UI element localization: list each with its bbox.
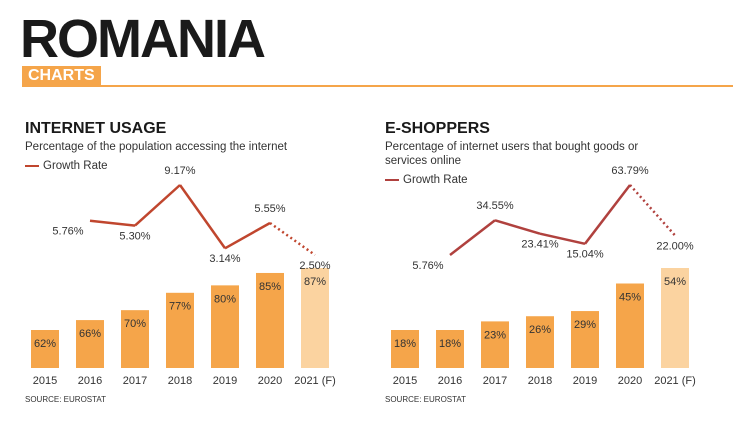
rule [22, 85, 733, 87]
growth-label: 3.14% [209, 253, 240, 265]
legend: Growth Rate [385, 174, 650, 186]
bar [166, 292, 194, 368]
growth-label: 34.55% [476, 200, 514, 212]
bar-value-label: 29% [574, 319, 596, 331]
legend-label: Growth Rate [43, 160, 108, 172]
x-tick-label: 2015 [33, 375, 57, 387]
growth-segment [539, 232, 586, 246]
legend-label: Growth Rate [403, 174, 468, 186]
growth-segment [449, 219, 496, 256]
x-tick-label: 2021 (F) [294, 375, 336, 387]
x-tick-label: 2019 [573, 375, 597, 387]
bar-value-label: 26% [529, 324, 551, 336]
bar-value-label: 23% [484, 329, 506, 341]
x-tick-label: 2021 (F) [654, 375, 696, 387]
x-tick-label: 2016 [438, 375, 462, 387]
bar-value-label: 62% [34, 338, 56, 350]
bar [481, 321, 509, 368]
x-tick-label: 2020 [618, 375, 642, 387]
bar-value-label: 80% [214, 293, 236, 305]
chart-subtitle: Percentage of the population accessing t… [25, 141, 288, 153]
bar-value-label: 18% [439, 338, 461, 350]
growth-segment [224, 221, 271, 250]
page-title: ROMANIA [20, 9, 266, 69]
chart-subtitle: Percentage of internet users that bought… [385, 141, 639, 167]
bar [661, 268, 689, 368]
bar [301, 268, 329, 368]
chart-header: E-SHOPPERS Percentage of internet users t… [385, 120, 650, 186]
legend-swatch [385, 179, 399, 181]
growth-label: 5.76% [412, 260, 443, 272]
x-tick-label: 2017 [483, 375, 507, 387]
bar-value-label: 85% [259, 281, 281, 293]
bar [31, 330, 59, 368]
bar-value-label: 54% [664, 276, 686, 288]
x-tick-label: 2016 [78, 375, 102, 387]
growth-label: 9.17% [164, 165, 195, 177]
x-tick-label: 2018 [168, 375, 192, 387]
bar [436, 330, 464, 368]
growth-segment [584, 184, 631, 245]
x-tick-label: 2017 [123, 375, 147, 387]
growth-label: 15.04% [566, 249, 604, 261]
bar [211, 285, 239, 368]
growth-label: 22.00% [656, 240, 694, 252]
source: SOURCE: EUROSTAT [25, 395, 107, 404]
growth-label: 23.41% [521, 239, 559, 251]
bar-value-label: 77% [169, 301, 191, 313]
badge: CHARTS [22, 66, 101, 86]
bar [391, 330, 419, 368]
growth-label: 5.55% [254, 203, 285, 215]
bar [256, 272, 284, 368]
bar-value-label: 18% [394, 338, 416, 350]
chart-header: INTERNET USAGE Percentage of the populati… [25, 120, 355, 172]
growth-segment [134, 184, 181, 227]
bar-value-label: 66% [79, 328, 101, 340]
bar [526, 316, 554, 368]
x-tick-label: 2019 [213, 375, 237, 387]
growth-label: 5.30% [119, 231, 150, 243]
source: SOURCE: EUROSTAT [385, 395, 467, 404]
chart-title: INTERNET USAGE [25, 120, 167, 137]
growth-label: 63.79% [611, 165, 649, 177]
growth-segment [178, 184, 227, 250]
bar [571, 311, 599, 368]
growth-label: 2.50% [299, 260, 330, 272]
bar-value-label: 45% [619, 291, 641, 303]
x-tick-label: 2020 [258, 375, 282, 387]
bar-value-label: 87% [304, 276, 326, 288]
legend-swatch [25, 165, 39, 167]
x-tick-label: 2018 [528, 375, 552, 387]
bar-value-label: 70% [124, 318, 146, 330]
legend: Growth Rate [25, 160, 355, 172]
growth-segment [494, 219, 541, 235]
growth-segment [269, 221, 316, 257]
chart-title: E-SHOPPERS [385, 120, 490, 137]
x-tick-label: 2015 [393, 375, 417, 387]
growth-segment [89, 219, 136, 227]
growth-segment [629, 184, 676, 237]
bar [121, 310, 149, 368]
bar [76, 320, 104, 368]
growth-label: 5.76% [52, 226, 83, 238]
bar [616, 283, 644, 368]
